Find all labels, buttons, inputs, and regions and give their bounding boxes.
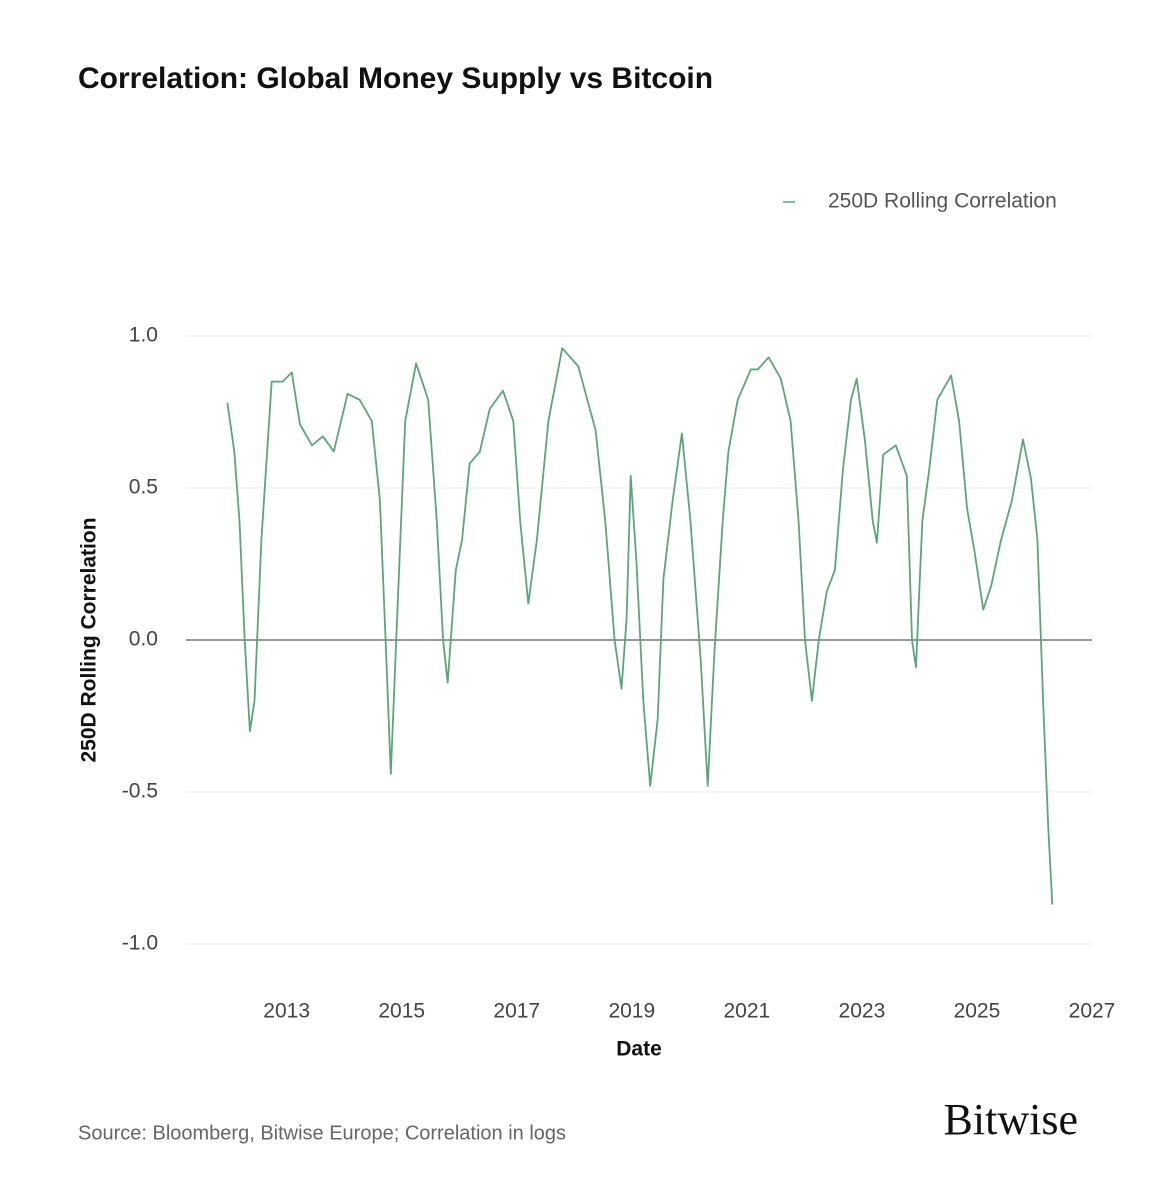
- y-tick-label: 0.5: [129, 476, 158, 499]
- source-note: Source: Bloomberg, Bitwise Europe; Corre…: [78, 1122, 566, 1144]
- data-line: [226, 347, 1054, 905]
- x-tick-label: 2017: [493, 1000, 540, 1023]
- y-axis-label: 250D Rolling Correlation: [78, 517, 101, 762]
- y-tick-label: -1.0: [122, 932, 158, 955]
- x-tick-label: 2027: [1069, 1000, 1116, 1023]
- x-axis-label: Date: [616, 1038, 662, 1061]
- brand-logo: Bitwise: [944, 1095, 1078, 1144]
- x-tick-label: 2015: [378, 1000, 425, 1023]
- y-tick-label: 0.0: [129, 628, 158, 651]
- x-tick-label: 2019: [608, 1000, 655, 1023]
- x-tick-label: 2023: [839, 1000, 886, 1023]
- x-tick-label: 2013: [263, 1000, 310, 1023]
- x-tick-label: 2025: [954, 1000, 1001, 1023]
- legend-label: 250D Rolling Correlation: [828, 190, 1057, 213]
- x-tick-label: 2021: [723, 1000, 770, 1023]
- y-tick-label: 1.0: [129, 324, 158, 347]
- chart-title: Correlation: Global Money Supply vs Bitc…: [78, 62, 713, 95]
- y-tick-label: -0.5: [122, 780, 158, 803]
